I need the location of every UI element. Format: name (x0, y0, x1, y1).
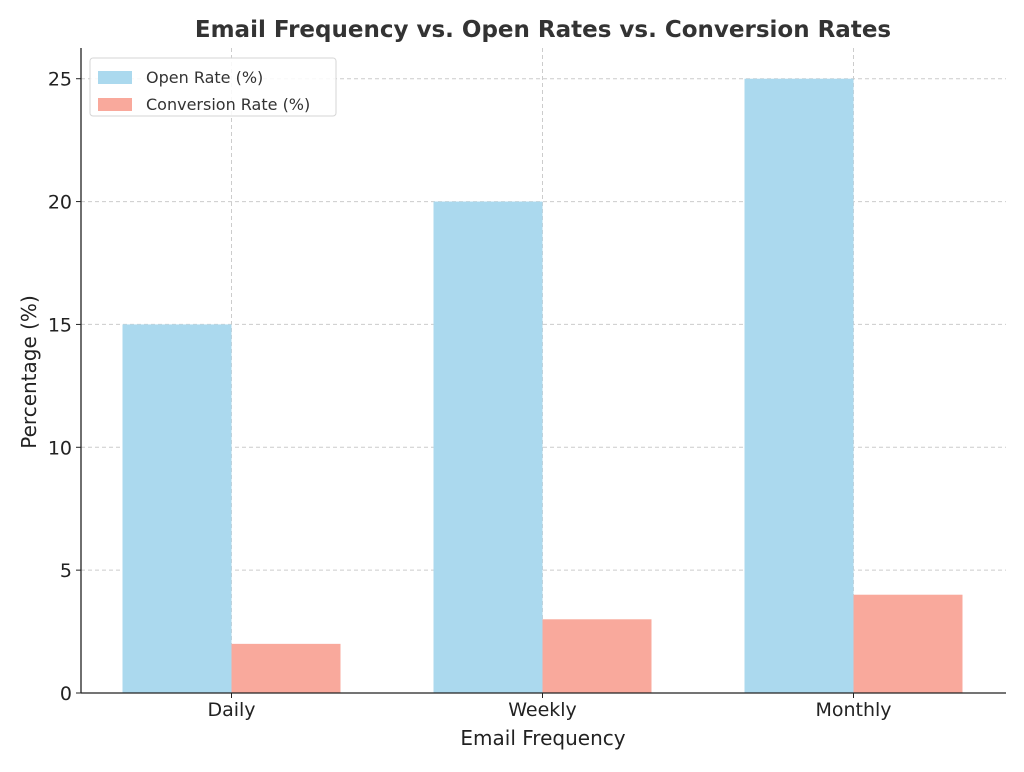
axes (76, 48, 1006, 698)
y-tick-label: 25 (48, 69, 72, 91)
x-tick-label: Daily (207, 699, 255, 721)
y-tick-label: 0 (60, 683, 72, 705)
y-axis-label: Percentage (%) (17, 295, 41, 448)
chart-title: Email Frequency vs. Open Rates vs. Conve… (195, 17, 891, 43)
y-tick-label: 10 (48, 437, 72, 459)
legend-label-conversion-rate: Conversion Rate (%) (146, 95, 310, 114)
legend-swatch-conversion-rate (98, 98, 132, 111)
tick-labels: 0 5 10 15 20 25 Daily Weekly Monthly (48, 69, 892, 721)
bar-conversion-rate-monthly (853, 594, 963, 693)
bar-conversion-rate-daily (231, 643, 341, 693)
legend: Open Rate (%) Conversion Rate (%) (89, 57, 337, 117)
bar-open-rate-weekly (433, 201, 543, 694)
bar-conversion-rate-weekly (542, 619, 652, 693)
bars (122, 78, 963, 694)
legend-label-open-rate: Open Rate (%) (146, 68, 263, 87)
y-tick-label: 20 (48, 192, 72, 214)
x-tick-label: Weekly (508, 699, 577, 721)
x-axis-label: Email Frequency (460, 726, 625, 750)
legend-box (89, 57, 337, 117)
x-tick-label: Monthly (815, 699, 891, 721)
y-tick-label: 15 (48, 314, 72, 336)
y-tick-label: 5 (60, 560, 72, 582)
legend-swatch-open-rate (98, 71, 132, 84)
bar-open-rate-monthly (744, 78, 854, 693)
bar-open-rate-daily (122, 324, 232, 693)
